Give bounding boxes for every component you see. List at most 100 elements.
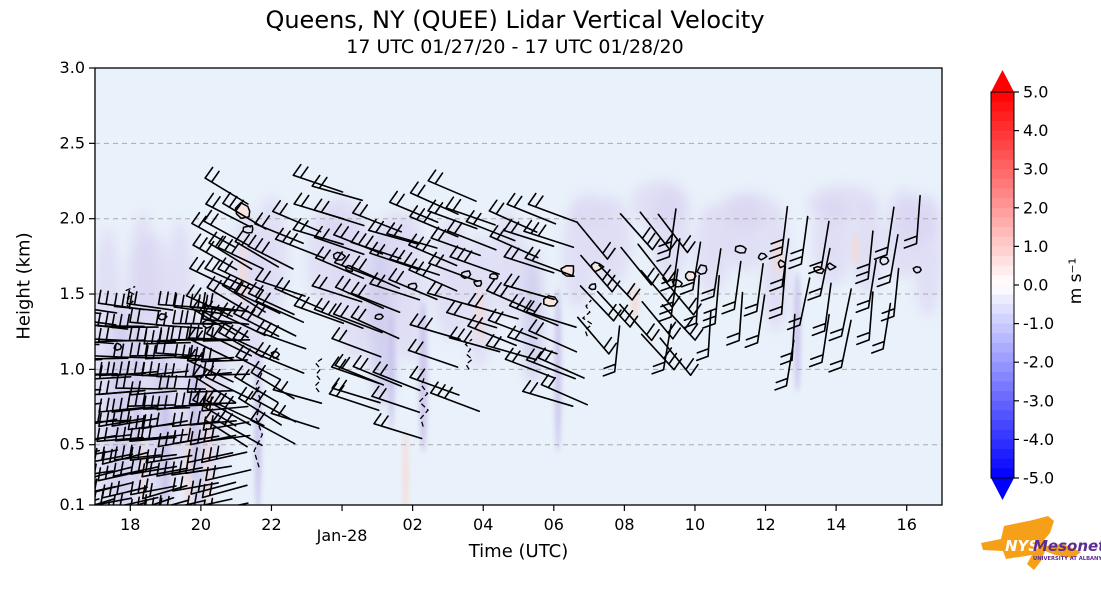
velocity-contour (113, 342, 123, 351)
wind-barb (111, 313, 159, 329)
wind-barb (651, 323, 672, 375)
wind-barb (369, 272, 421, 301)
wind-barb (388, 268, 438, 301)
wind-barb (525, 300, 577, 328)
wind-barb (504, 347, 555, 379)
wind-barb (249, 408, 296, 445)
wind-barb (311, 274, 363, 303)
wind-barb (238, 386, 282, 426)
wind-barb (528, 319, 578, 353)
wind-barb (95, 355, 119, 358)
wind-barb (192, 388, 237, 427)
wind-barb (201, 445, 248, 464)
wind-barb (192, 233, 238, 271)
wind-barb (332, 302, 383, 334)
wind-barb (372, 361, 421, 392)
wind-barb (430, 226, 481, 257)
wind-barb (683, 274, 700, 329)
colorbar-step (991, 188, 1014, 199)
shading-patch (571, 193, 607, 230)
wind-barb (205, 192, 252, 228)
colorbar-step (991, 198, 1014, 209)
chart-subtitle: 17 UTC 01/27/20 - 17 UTC 01/28/20 (346, 36, 684, 58)
colorbar-step (991, 352, 1014, 363)
wind-barb (130, 478, 177, 496)
velocity-contour (757, 252, 768, 261)
wind-barb (204, 408, 248, 448)
colorbar-step (991, 429, 1014, 440)
wind-barb (856, 291, 874, 346)
x-tick-label: 02 (402, 515, 422, 534)
logo-org-text: NYS (1005, 537, 1039, 555)
wind-barb (700, 248, 722, 302)
y-tick-label: 0.1 (60, 495, 85, 514)
wind-barb (448, 326, 501, 353)
wind-barb (130, 458, 178, 475)
wind-barb (527, 192, 578, 224)
colorbar-step (991, 439, 1014, 450)
wind-barb (580, 254, 621, 293)
shading-patch (716, 193, 780, 230)
wind-barb (429, 381, 480, 413)
wind-barb (811, 282, 832, 337)
shading-patch (184, 422, 191, 505)
wind-barb (808, 313, 830, 368)
wind-barb (702, 275, 720, 329)
y-axis-label: Height (km) (13, 232, 35, 340)
wind-barb (200, 347, 249, 363)
velocity-contour (374, 313, 384, 321)
wind-barb (186, 346, 235, 362)
logo-tagline-text: UNIVERSITY AT ALBANY (1033, 556, 1101, 562)
wind-barb (217, 409, 263, 447)
y-tick-label: 2.5 (60, 133, 85, 152)
wind-barb (95, 308, 118, 314)
wind-barb (129, 427, 177, 442)
shading-patch (630, 283, 640, 320)
wind-barb (768, 265, 787, 320)
wind-barb (769, 238, 790, 292)
colorbar-step (991, 342, 1014, 354)
velocity-contour (488, 272, 499, 280)
wind-barb (503, 219, 555, 247)
wind-barb (270, 402, 320, 430)
colorbar-step (991, 275, 1014, 286)
shading-patch (388, 309, 395, 430)
colorbar-tick-label: -3.0 (1023, 391, 1054, 410)
colorbar: 5.0 4.0 3.0 2.0 1.0 0.0 -1.0 -2.0 -3.0 -4.0 -5.0 (990, 70, 1054, 500)
wind-barb (656, 208, 677, 262)
wind-barb (427, 199, 478, 230)
x-axis-label: Time (UTC) (468, 541, 569, 562)
y-tick-label: 2.0 (60, 209, 85, 228)
wind-barb (204, 365, 252, 400)
wind-barb (467, 292, 519, 320)
wind-barb (217, 257, 264, 292)
colorbar-step (991, 323, 1014, 334)
wind-barb (576, 316, 618, 355)
shading-patch (852, 203, 884, 295)
wind-barb (721, 260, 742, 315)
shading-patch (793, 271, 801, 392)
wind-barb (788, 215, 809, 270)
wind-barb (172, 427, 220, 445)
wind-barb (95, 321, 117, 326)
colorbar-upper-arrow (991, 70, 1014, 92)
plot-area (95, 142, 942, 505)
wind-barb (331, 377, 381, 404)
shading-patch (807, 185, 879, 222)
wind-barb (156, 363, 204, 378)
wind-barb (488, 199, 538, 233)
axes-border (94, 67, 943, 506)
colorbar-step (991, 468, 1014, 479)
wind-barb (855, 230, 874, 285)
x-tick-label: Jan-28 (316, 526, 368, 545)
y-tick-label: 0.5 (60, 435, 85, 454)
wind-barb (141, 412, 188, 430)
wind-barb (350, 230, 402, 260)
wind-barb (449, 245, 500, 275)
shading-patch (852, 233, 860, 264)
wind-barb (658, 268, 679, 323)
shading-patch (631, 181, 688, 227)
wind-barb (98, 380, 146, 396)
colorbar-tick-label: 0.0 (1023, 276, 1048, 295)
